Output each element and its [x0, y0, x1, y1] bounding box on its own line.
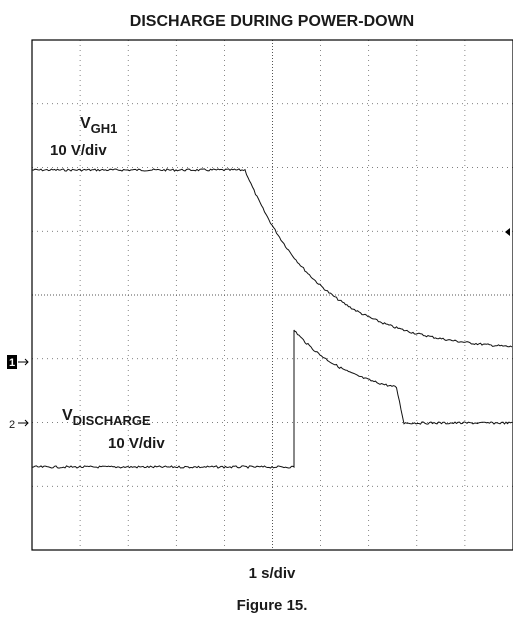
trace-vgh1 [31, 168, 513, 348]
trace-scale: 10 V/div [108, 435, 165, 452]
marker-box [7, 355, 17, 369]
scope-grid [32, 40, 513, 550]
caption: Figure 15. [237, 597, 308, 614]
channel-marker: 2 [9, 419, 15, 431]
marker-arrow [18, 419, 29, 427]
channel-marker: 1 [9, 357, 15, 369]
trace-label: VDISCHARGE [62, 407, 151, 428]
trigger-marker [505, 228, 510, 236]
title: DISCHARGE DURING POWER-DOWN [130, 13, 414, 30]
x-axis-label: 1 s/div [249, 565, 296, 582]
scope-frame [31, 39, 513, 551]
trace-vdischarge [31, 329, 513, 469]
trace-scale: 10 V/div [50, 142, 107, 159]
trace-label: VGH1 [80, 115, 117, 136]
marker-arrow [18, 358, 29, 366]
